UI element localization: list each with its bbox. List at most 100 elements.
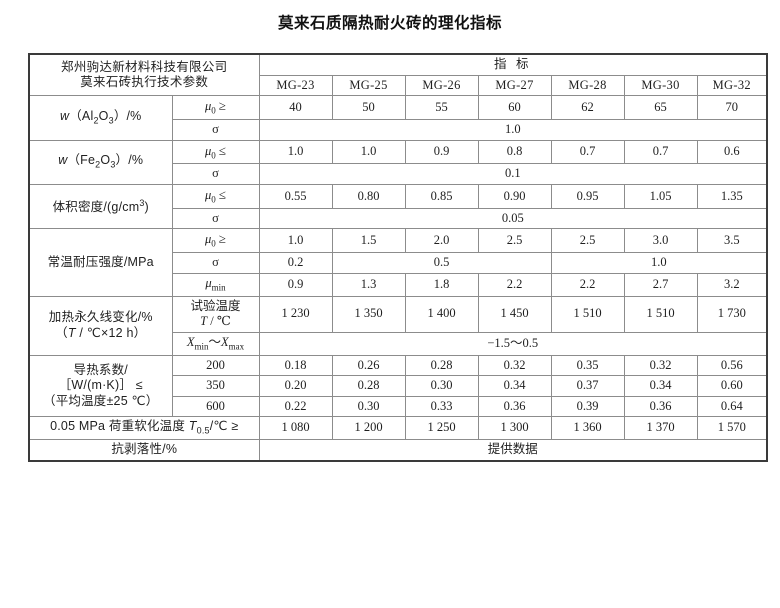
column-header-MG-23: MG-23	[258, 74, 333, 97]
table-row: 0.05 MPa 荷重软化温度 T0.5/℃ ≥1 080 1 200 1 250 1…	[28, 416, 768, 441]
corner-line-2: 莫来石砖执行技术参数	[80, 75, 209, 90]
table-row: w（Al2O3）/% μ0 ≥40 50 55 60 62 65 70	[28, 95, 768, 141]
data-cell: 1 510	[623, 295, 698, 333]
data-cell: 1 450	[477, 295, 552, 333]
data-cell: 1 250	[404, 416, 479, 441]
table-row: 350 0.20 0.28 0.30 0.34 0.37 0.34 0.60	[29, 375, 768, 397]
data-cell: 1.0	[258, 228, 333, 254]
column-header-MG-25: MG-25	[331, 74, 406, 97]
data-cell: 65	[623, 95, 698, 120]
table-row: 导热系数/［W/(m·K)］ ≤ （平均温度±25 ℃） 200 0.18 0.26 0.…	[28, 354, 768, 418]
data-cell: 0.80	[331, 184, 406, 209]
row-sub-label: σ	[171, 163, 260, 185]
data-cell: 62	[550, 95, 625, 120]
spec-table-body: 郑州驹达新材料科技有限公司 莫来石砖执行技术参数指 标 MG-23 MG-25 MG-2…	[28, 53, 768, 462]
column-header-MG-30: MG-30	[623, 74, 698, 97]
data-cell: 1 300	[477, 416, 552, 441]
data-cell: 1.05	[623, 184, 698, 209]
data-cell: 3.2	[696, 272, 768, 297]
data-cell: 0.34	[477, 375, 552, 397]
data-cell-merged: 提供数据	[258, 439, 768, 462]
row-sub-label: μmin	[171, 272, 260, 297]
data-cell: 0.35	[550, 354, 625, 377]
corner-header-cell: 郑州驹达新材料科技有限公司 莫来石砖执行技术参数	[28, 53, 260, 97]
table-row: 体积密度/(g/cm3) μ0 ≤0.55 0.80 0.85 0.90 0.95 1.05 1…	[28, 183, 768, 230]
table-row: Xmin～Xmax −1.5～0.5	[29, 331, 768, 356]
data-cell: 0.64	[696, 395, 768, 418]
row-sub-label: μ0 ≤	[171, 139, 260, 165]
row-sub-label: σ	[171, 119, 260, 141]
column-header-MG-32: MG-32	[696, 74, 768, 97]
data-cell: 0.36	[623, 395, 698, 418]
row-label: w（Fe2O3）/%	[28, 139, 173, 186]
data-cell: 0.9	[404, 139, 479, 165]
data-cell: 1 230	[258, 295, 333, 333]
data-cell: 0.95	[550, 184, 625, 209]
data-cell: 0.33	[404, 395, 479, 418]
data-cell: 2.2	[550, 272, 625, 297]
data-cell: 0.7	[550, 139, 625, 165]
data-cell: 2.0	[404, 228, 479, 254]
data-cell-merged: 1.0	[550, 252, 768, 274]
data-cell: 0.90	[477, 184, 552, 209]
data-cell: 0.60	[696, 375, 768, 397]
row-label: 抗剥落性/%	[28, 439, 260, 462]
spec-table: 郑州驹达新材料科技有限公司 莫来石砖执行技术参数指 标 MG-23 MG-25 MG-2…	[28, 53, 769, 462]
data-cell: 0.28	[404, 354, 479, 377]
table-header-row-columns: MG-23 MG-25 MG-26 MG-27 MG-28 MG-30 MG-32	[29, 74, 768, 97]
row-sub-label: μ0 ≥	[171, 228, 260, 254]
table-row: w（Fe2O3）/% μ0 ≤1.0 1.0 0.9 0.8 0.7 0.7 0.6	[28, 139, 768, 186]
data-cell: 0.55	[258, 184, 333, 209]
table-row: 常温耐压强度/MPa μ0 ≥1.0 1.5 2.0 2.5 2.5 3.0 3.5	[28, 228, 768, 297]
data-cell: 1.0	[331, 139, 406, 165]
data-cell: 70	[696, 95, 768, 120]
data-cell: 0.22	[258, 395, 333, 418]
table-row: 加热永久线变化/% （T / ℃×12 h） 试验温度 T / ℃ 1 230 1 350…	[28, 295, 768, 356]
data-cell: 0.18	[258, 354, 333, 377]
data-cell-merged: 1.0	[258, 119, 768, 141]
row-sub-label: 200	[171, 354, 260, 377]
data-cell: 1.8	[404, 272, 479, 297]
column-header-MG-26: MG-26	[404, 74, 479, 97]
row-label: 0.05 MPa 荷重软化温度 T0.5/℃ ≥	[28, 416, 260, 441]
table-row: 抗剥落性/% 提供数据	[28, 439, 768, 462]
data-cell-merged: 0.5	[331, 252, 552, 274]
row-sub-label: μ0 ≥	[171, 95, 260, 120]
data-cell: 0.37	[550, 375, 625, 397]
data-cell: 0.34	[623, 375, 698, 397]
table-row: μmin 0.9 1.3 1.8 2.2 2.2 2.7 3.2	[29, 272, 768, 297]
data-cell: 1 350	[331, 295, 406, 333]
row-sub-label: σ	[171, 252, 260, 274]
data-cell: 2.5	[477, 228, 552, 254]
data-cell: 1 080	[258, 416, 333, 441]
row-label: w（Al2O3）/%	[28, 95, 173, 141]
data-cell: 0.30	[331, 395, 406, 418]
data-cell: 0.56	[696, 354, 768, 377]
data-cell: 2.2	[477, 272, 552, 297]
data-cell: 2.7	[623, 272, 698, 297]
column-header-MG-27: MG-27	[477, 74, 552, 97]
group-header-cell: 指 标	[258, 53, 768, 76]
row-label: 导热系数/［W/(m·K)］ ≤ （平均温度±25 ℃）	[28, 354, 173, 418]
data-cell: 1 200	[331, 416, 406, 441]
table-header-row-group: 郑州驹达新材料科技有限公司 莫来石砖执行技术参数指 标	[28, 53, 768, 97]
data-cell: 0.20	[258, 375, 333, 397]
data-cell: 1 360	[550, 416, 625, 441]
data-cell: 0.32	[623, 354, 698, 377]
page-title: 莫来石质隔热耐火砖的理化指标	[277, 15, 502, 32]
data-cell: 0.9	[258, 272, 333, 297]
data-cell: 0.8	[477, 139, 552, 165]
column-header-MG-28: MG-28	[550, 74, 625, 97]
data-cell: 55	[404, 95, 479, 120]
row-label: 常温耐压强度/MPa	[28, 228, 173, 297]
row-label: 体积密度/(g/cm3)	[28, 183, 173, 230]
data-cell-merged: −1.5～0.5	[258, 331, 768, 356]
data-cell-merged: 0.1	[258, 163, 768, 185]
data-cell: 1.35	[696, 184, 768, 209]
data-cell: 40	[258, 95, 333, 120]
data-cell: 3.0	[623, 228, 698, 254]
data-cell: 1 730	[696, 295, 768, 333]
data-cell: 0.7	[623, 139, 698, 165]
data-cell: 0.32	[477, 354, 552, 377]
row-sub-label: μ0 ≤	[171, 184, 260, 209]
